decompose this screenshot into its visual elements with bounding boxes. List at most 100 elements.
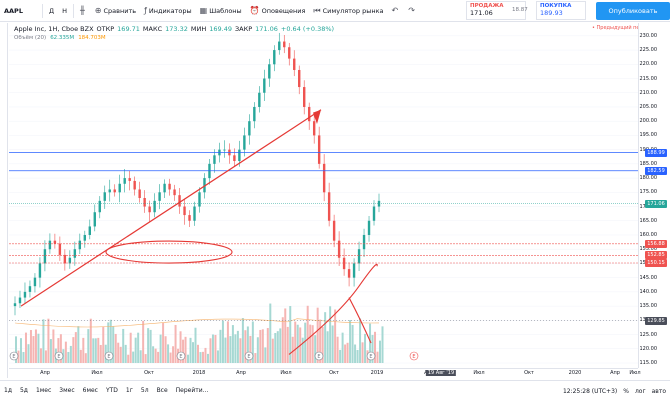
divider xyxy=(72,3,74,18)
volume-bar xyxy=(107,322,110,363)
earnings-event-marker[interactable]: E xyxy=(244,351,254,361)
volume-bar xyxy=(87,329,90,363)
volume-bar xyxy=(344,344,347,363)
earnings-event-marker[interactable]: E xyxy=(366,351,376,361)
sell-label: ПРОДАЖА xyxy=(470,3,504,9)
percent-toggle[interactable]: % xyxy=(623,387,629,395)
chart-style-button[interactable]: ╫ xyxy=(76,0,91,22)
price-tick-label: 205.00 xyxy=(639,103,658,110)
range-button-1[interactable]: 5д xyxy=(19,387,28,394)
range-button-0[interactable]: 1д xyxy=(4,387,12,394)
candle-body xyxy=(243,135,246,150)
volume-bar xyxy=(84,353,87,363)
earnings-event-marker[interactable]: E xyxy=(314,351,324,361)
compare-button[interactable]: ⊕ Сравнить xyxy=(91,0,140,22)
volume-bar xyxy=(321,326,324,363)
replay-button[interactable]: ⏮ Симулятор рынка xyxy=(309,0,387,22)
volume-bar xyxy=(72,337,75,363)
volume-bar xyxy=(369,323,372,363)
indicators-button[interactable]: ƒ Индикаторы xyxy=(140,0,196,22)
volume-bar xyxy=(194,327,197,363)
volume-bar xyxy=(336,336,339,363)
buy-quote-button[interactable]: ПОКУПКА 189.93 xyxy=(536,1,586,20)
candle-body xyxy=(278,41,281,51)
publish-button[interactable]: Опубликовать xyxy=(596,2,670,20)
clock[interactable]: 12:25:28 (UTC+3) xyxy=(562,387,618,395)
replay-icon: ⏮ xyxy=(313,5,321,15)
price-tick-label: 230.00 xyxy=(639,32,658,39)
volume-bar xyxy=(284,308,287,363)
price-tick-label: 160.00 xyxy=(639,231,658,238)
range-button-6[interactable]: 1г xyxy=(125,387,133,394)
volume-bar xyxy=(127,354,130,363)
earnings-event-marker[interactable]: E xyxy=(104,351,114,361)
price-axis[interactable]: 230.00 225.00 220.00 215.00 210.00 205.00 200.… xyxy=(638,23,670,368)
earnings-event-marker[interactable]: E xyxy=(54,351,64,361)
time-tick-label: Июл xyxy=(473,370,485,376)
symbol-search[interactable]: AAPL xyxy=(4,6,23,15)
candle-body xyxy=(13,303,17,307)
range-button-4[interactable]: 6мес xyxy=(82,387,98,394)
crosshair-date-tag: 19 Авг '19 xyxy=(425,370,457,376)
volume-bar xyxy=(47,318,50,363)
high-label: МАКС xyxy=(142,25,163,33)
time-tick-label: Окт xyxy=(144,370,154,376)
volume-bar xyxy=(339,349,342,363)
volume-bar xyxy=(144,354,147,363)
alerts-button[interactable]: ⏰ Оповещения xyxy=(246,0,310,22)
volume-bar xyxy=(89,318,92,363)
price-tick-label: 195.00 xyxy=(639,132,658,139)
volume-bar xyxy=(274,333,277,363)
volume-bar xyxy=(371,334,374,363)
earnings-event-marker[interactable]: E xyxy=(9,351,19,361)
indicators-icon: ƒ xyxy=(144,6,147,15)
time-axis[interactable]: АпрИюлОкт2018АпрИюлОкт2019АпрИюлОкт2020А… xyxy=(9,368,641,378)
candle-body xyxy=(18,297,22,304)
volume-bar xyxy=(316,307,319,363)
candle-body xyxy=(43,249,47,264)
low-label: МИН xyxy=(190,25,207,33)
earnings-event-marker[interactable]: E xyxy=(176,351,186,361)
volume-bar xyxy=(42,319,45,363)
goto-date-button[interactable]: Перейти... xyxy=(175,387,209,394)
earnings-event-letter: E xyxy=(179,354,182,360)
candle-body xyxy=(213,155,216,164)
range-button-8[interactable]: Все xyxy=(156,387,168,394)
earnings-event-marker[interactable]: E xyxy=(409,351,419,361)
interval-day-button[interactable]: Д xyxy=(49,6,55,15)
candle-body xyxy=(48,240,52,250)
redo-button[interactable]: ↷ xyxy=(404,0,421,22)
candle-body xyxy=(118,183,121,193)
divider xyxy=(42,3,43,18)
earnings-event-circle xyxy=(176,351,186,361)
interval-hour-button[interactable]: Н xyxy=(62,6,67,15)
candle-body xyxy=(33,277,37,287)
candle-body xyxy=(58,243,62,255)
auto-toggle[interactable]: авто xyxy=(651,387,666,395)
time-tick-label: Июл xyxy=(280,370,292,376)
range-button-3[interactable]: 3мес xyxy=(59,387,75,394)
range-button-7[interactable]: 5л xyxy=(140,387,149,394)
log-toggle[interactable]: лог xyxy=(634,387,646,395)
price-tick-label: 200.00 xyxy=(639,118,658,125)
volume-bar xyxy=(44,350,47,363)
range-button-2[interactable]: 1мес xyxy=(35,387,52,394)
price-tick-label: 135.00 xyxy=(639,303,658,310)
volume-bar xyxy=(99,344,102,363)
range-button-5[interactable]: YTD xyxy=(105,387,118,394)
templates-button[interactable]: ▦ Шаблоны xyxy=(196,0,246,22)
candle-body xyxy=(38,263,42,278)
candle-body xyxy=(158,192,161,201)
candle-body xyxy=(63,254,67,264)
earnings-event-circle xyxy=(9,351,19,361)
undo-button[interactable]: ↶ xyxy=(388,0,405,22)
volume-bar xyxy=(319,319,322,363)
sell-value: 171.06 xyxy=(470,9,493,17)
previous-period-label: • Предыдущий период xyxy=(592,25,653,31)
candle-body xyxy=(88,226,91,235)
volume-bar xyxy=(187,354,190,363)
candle-body xyxy=(238,149,241,162)
sell-quote-button[interactable]: ПРОДАЖА 171.06 xyxy=(466,1,526,20)
price-tag: 150.15 xyxy=(645,259,667,267)
